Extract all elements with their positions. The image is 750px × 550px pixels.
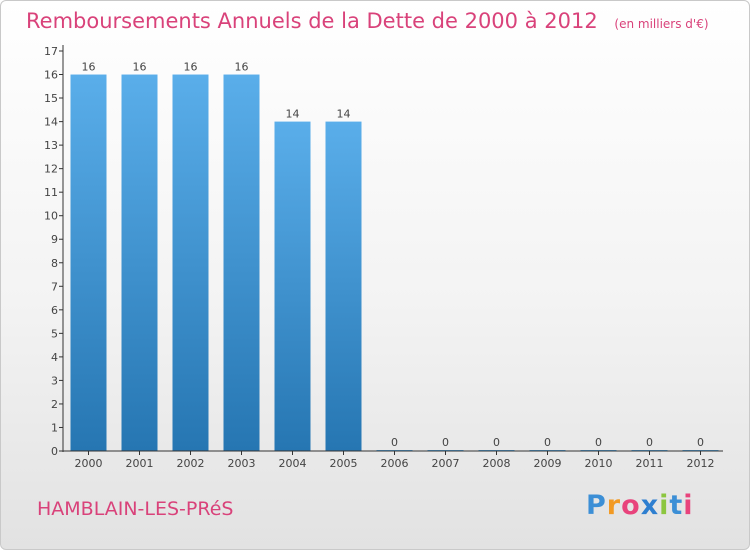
y-tick-label: 7	[51, 280, 58, 293]
chart-title: Remboursements Annuels de la Dette de 20…	[26, 9, 709, 33]
y-tick-label: 1	[51, 421, 58, 434]
x-tick-label-2002: 2002	[177, 457, 205, 470]
y-tick-label: 11	[44, 186, 58, 199]
chart-subtitle: (en milliers d'€)	[614, 17, 709, 31]
x-tick-label-2009: 2009	[534, 457, 562, 470]
data-label-2003: 16	[235, 61, 249, 74]
data-label-2001: 16	[133, 61, 147, 74]
y-tick-label: 16	[44, 69, 58, 82]
y-tick-label: 4	[51, 351, 58, 364]
y-tick-label: 13	[44, 139, 58, 152]
x-tick-label-2012: 2012	[687, 457, 715, 470]
x-tick-label-2011: 2011	[636, 457, 664, 470]
commune-name: HAMBLAIN-LES-PRéS	[37, 498, 234, 520]
y-tick-label: 17	[44, 45, 58, 58]
y-tick-label: 2	[51, 398, 58, 411]
logo-letter: i	[683, 490, 694, 521]
y-tick-label: 14	[44, 116, 58, 129]
x-tick-label-2007: 2007	[432, 457, 460, 470]
bar-2003[interactable]	[223, 74, 260, 451]
logo-letter: i	[659, 490, 670, 521]
data-label-2000: 16	[82, 61, 96, 74]
x-tick-label-2004: 2004	[279, 457, 307, 470]
x-tick-label-2000: 2000	[75, 457, 103, 470]
x-tick-label-2010: 2010	[585, 457, 613, 470]
data-label-2002: 16	[184, 61, 198, 74]
logo-letter: P	[586, 490, 607, 521]
data-label-2009: 0	[544, 436, 551, 449]
y-tick-label: 10	[44, 210, 58, 223]
y-tick-label: 6	[51, 304, 58, 317]
data-label-2010: 0	[595, 436, 602, 449]
bar-2002[interactable]	[172, 74, 209, 451]
x-tick-label-2001: 2001	[126, 457, 154, 470]
logo-letter: o	[621, 490, 641, 521]
x-tick-label-2003: 2003	[228, 457, 256, 470]
x-tick-label-2005: 2005	[330, 457, 358, 470]
bar-2005[interactable]	[325, 121, 362, 452]
x-tick-label-2008: 2008	[483, 457, 511, 470]
chart-title-text: Remboursements Annuels de la Dette de 20…	[26, 9, 598, 33]
x-axis: 2000 2001 2002 2003 2004 2005 2006 2007 2008 2009…	[63, 450, 723, 470]
bar-2001[interactable]	[121, 74, 158, 451]
y-tick-label: 0	[51, 445, 58, 458]
y-tick-label: 15	[44, 92, 58, 105]
data-label-2007: 0	[442, 436, 449, 449]
data-label-2004: 14	[286, 108, 300, 121]
y-tick-label: 12	[44, 163, 58, 176]
data-label-2005: 14	[337, 108, 351, 121]
y-tick-label: 3	[51, 374, 58, 387]
logo-letter: t	[669, 490, 684, 521]
data-label-2006: 0	[391, 436, 398, 449]
logo-letter: r	[606, 490, 622, 521]
bar-2000[interactable]	[70, 74, 107, 451]
x-tick-label-2006: 2006	[381, 457, 409, 470]
data-label-2011: 0	[646, 436, 653, 449]
bars: 16 16 16 16 14 14 0 0 0 0 0 0 0	[70, 61, 719, 452]
bar-2004[interactable]	[274, 121, 311, 452]
y-tick-label: 8	[51, 257, 58, 270]
data-label-2012: 0	[697, 436, 704, 449]
logo-letter: x	[640, 490, 660, 521]
y-tick-label: 5	[51, 327, 58, 340]
y-tick-label: 9	[51, 233, 58, 246]
proxiti-logo[interactable]: Proxiti	[586, 490, 694, 521]
data-label-2008: 0	[493, 436, 500, 449]
